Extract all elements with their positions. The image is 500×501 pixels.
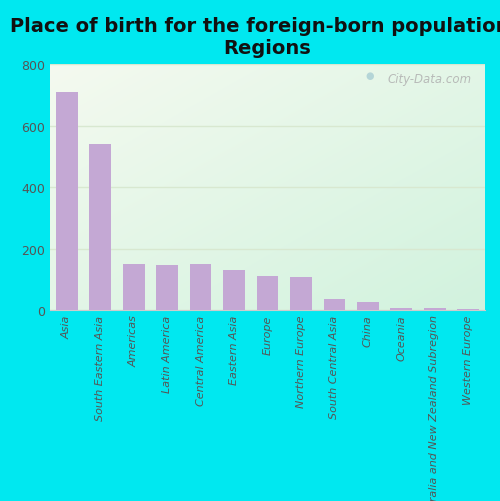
Bar [56,93,78,311]
Title: Place of birth for the foreign-born population -
Regions: Place of birth for the foreign-born popu… [10,17,500,58]
Text: City-Data.com: City-Data.com [388,73,472,86]
Bar [90,145,111,311]
Bar [290,278,312,311]
Bar [424,309,446,311]
Bar [156,265,178,311]
Bar [223,271,245,311]
Bar [357,302,379,311]
Bar [390,308,412,311]
Text: ●: ● [366,71,374,81]
Bar [256,276,278,311]
Bar [123,265,144,311]
Bar [190,265,212,311]
Bar [324,299,345,311]
Bar [458,309,479,311]
